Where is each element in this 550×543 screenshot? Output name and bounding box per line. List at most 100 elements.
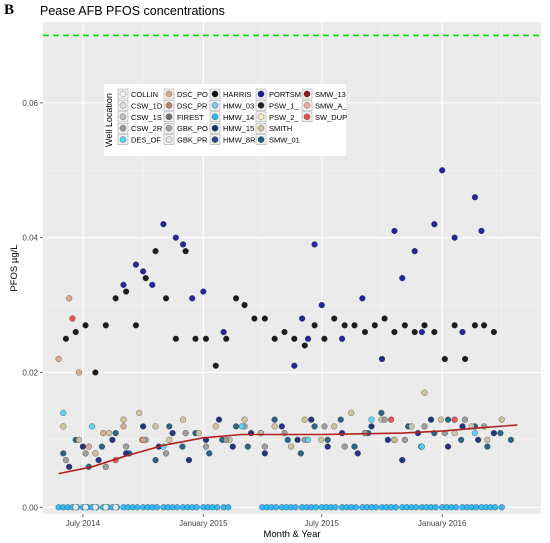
data-point: [215, 416, 223, 423]
legend-label: SMW_01: [269, 136, 300, 145]
data-point: [378, 355, 386, 363]
legend-swatch: [257, 102, 265, 109]
x-tick-label: July 2015: [305, 519, 340, 528]
data-point: [291, 362, 298, 369]
data-point: [192, 335, 199, 342]
data-point: [132, 322, 139, 329]
x-axis-ticks: July 2014 January 2015 July 2015 January 20…: [66, 514, 467, 528]
legend-swatch: [165, 102, 173, 109]
data-point: [220, 328, 227, 336]
data-point: [200, 288, 207, 295]
legend-label: HARRIS: [223, 90, 251, 99]
data-point: [471, 322, 478, 329]
data-point: [359, 295, 366, 302]
data-point: [60, 450, 67, 457]
legend-swatch: [165, 113, 173, 121]
data-point: [452, 504, 459, 511]
data-point: [149, 281, 156, 288]
data-point: [82, 322, 89, 329]
data-point: [272, 504, 280, 511]
data-point: [304, 436, 312, 443]
data-point: [212, 423, 219, 430]
data-point: [412, 504, 420, 511]
data-point: [120, 281, 127, 288]
data-point: [308, 416, 315, 423]
data-point: [399, 275, 406, 282]
data-point: [140, 423, 147, 430]
legend-item: HARRIS: [209, 88, 251, 100]
data-point: [331, 423, 338, 430]
data-point: [66, 295, 73, 302]
data-point: [112, 504, 119, 511]
data-point: [418, 328, 425, 336]
x-tick-label: January 2015: [179, 519, 228, 528]
data-point: [123, 443, 130, 450]
data-point: [89, 423, 96, 430]
data-point: [451, 430, 458, 437]
data-point: [441, 355, 448, 363]
trend-line-path: [58, 424, 518, 475]
legend-swatch: [257, 90, 265, 98]
legend-item: SW_DUP: [301, 111, 347, 123]
data-point: [399, 457, 406, 464]
data-point: [136, 409, 143, 416]
legend-label: CSW_2R: [131, 124, 163, 133]
data-point: [287, 443, 295, 450]
data-point: [60, 409, 67, 416]
legend-item: HMW_15: [209, 122, 254, 134]
legend-label: DSC_PR: [177, 101, 208, 110]
data-point: [484, 436, 491, 443]
y-tick-label: 0.04: [22, 234, 38, 243]
data-point: [92, 450, 99, 457]
data-point: [318, 436, 325, 443]
legend-swatch: [303, 113, 311, 121]
data-point: [85, 443, 92, 450]
data-point: [95, 457, 102, 464]
data-point: [324, 436, 331, 443]
legend-swatch: [211, 113, 219, 121]
data-point: [120, 423, 127, 430]
data-point: [112, 295, 119, 302]
data-point: [421, 322, 428, 329]
data-point: [153, 504, 160, 511]
data-point: [497, 430, 504, 437]
data-point: [172, 234, 179, 241]
y-axis-title: PFOS µg/L: [9, 244, 20, 291]
data-point: [418, 443, 425, 450]
data-point: [459, 328, 466, 336]
data-point: [297, 450, 304, 457]
chart-title: Pease AFB PFOS concentrations: [40, 4, 225, 18]
legend-swatch: [211, 136, 219, 143]
data-point: [311, 322, 318, 329]
data-point: [202, 335, 209, 342]
legend-label: COLLIN: [131, 90, 158, 99]
legend-label: PSW_2_: [269, 113, 299, 122]
data-point: [291, 335, 298, 342]
data-point: [98, 443, 105, 450]
legend-item: PSW_2_: [255, 111, 299, 123]
data-point: [238, 423, 245, 430]
data-point: [392, 504, 399, 511]
data-point: [428, 416, 435, 423]
legend-swatch: [119, 102, 127, 109]
data-point: [388, 416, 395, 423]
data-point: [445, 443, 452, 450]
data-point: [462, 416, 469, 423]
data-point: [179, 416, 187, 423]
data-point: [371, 322, 378, 329]
data-point: [102, 504, 109, 511]
legend-label: HMW_8R: [223, 136, 256, 145]
legend-swatch: [165, 90, 173, 98]
data-point: [301, 342, 308, 349]
data-point: [223, 335, 230, 342]
legend-item: SMW_A_: [301, 100, 348, 111]
data-point: [339, 430, 346, 437]
data-point: [271, 335, 278, 342]
legend-item: CSW_1D: [117, 100, 163, 111]
data-point: [214, 504, 221, 511]
data-point: [341, 443, 348, 450]
data-point: [134, 504, 141, 511]
x-tick-label: July 2014: [66, 519, 101, 528]
data-point: [166, 436, 173, 443]
data-point: [140, 436, 147, 443]
